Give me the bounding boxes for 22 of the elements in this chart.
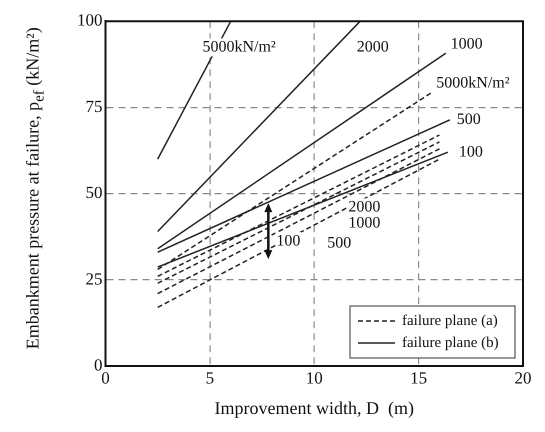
legend-label: failure plane (a) <box>402 312 498 329</box>
annotation: 5000kN/m² <box>202 38 276 56</box>
annotation: 5000kN/m² <box>436 74 510 92</box>
annotation: 100 <box>458 143 483 160</box>
annotation: 2000 <box>348 198 380 216</box>
y-tick-label: 75 <box>86 96 102 116</box>
x-tick-label: 10 <box>306 368 323 388</box>
legend-label: failure plane (b) <box>402 334 499 351</box>
y-tick-label: 0 <box>94 355 102 374</box>
annotation: 1000 <box>450 36 483 53</box>
y-tick-label: 25 <box>86 269 102 288</box>
annotation: 1000 <box>348 214 380 232</box>
annotation: 500 <box>327 234 352 252</box>
x-tick-label: 20 <box>514 368 532 388</box>
y-tick-label: 100 <box>77 10 102 30</box>
x-tick-label: 15 <box>410 368 428 388</box>
y-tick-label: 50 <box>86 183 102 202</box>
annotation: 2000 <box>356 38 389 56</box>
x-tick-label: 5 <box>206 368 214 388</box>
x-axis-title: Improvement width, D (m) <box>214 398 414 418</box>
annotation: 100 <box>276 232 300 250</box>
annotation: 500 <box>456 111 481 128</box>
